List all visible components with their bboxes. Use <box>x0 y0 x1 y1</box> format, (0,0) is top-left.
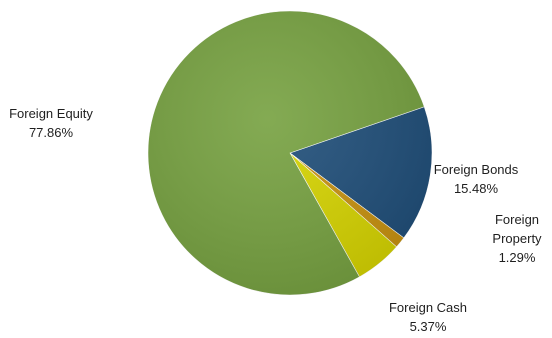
data-label-name: Foreign Equity <box>9 106 93 121</box>
data-label-name: Property <box>492 231 542 246</box>
data-label-foreign-bonds: Foreign Bonds 15.48% <box>434 162 519 196</box>
data-label-foreign-equity: Foreign Equity 77.86% <box>9 106 93 140</box>
data-label-value: 5.37% <box>410 319 447 333</box>
pie-labels: Foreign Bonds 15.48%Foreign Property 1.29%F… <box>9 106 542 334</box>
pie-slices <box>147 10 433 296</box>
data-label-value: 77.86% <box>29 125 74 140</box>
data-label-value: 15.48% <box>454 181 499 196</box>
data-label-foreign-property: Foreign Property 1.29% <box>492 212 542 265</box>
data-label-name: Foreign <box>495 212 539 227</box>
data-label-foreign-cash: Foreign Cash 5.37% <box>389 300 467 333</box>
data-label-value: 1.29% <box>499 250 536 265</box>
data-label-name: Foreign Cash <box>389 300 467 315</box>
data-label-name: Foreign Bonds <box>434 162 519 177</box>
